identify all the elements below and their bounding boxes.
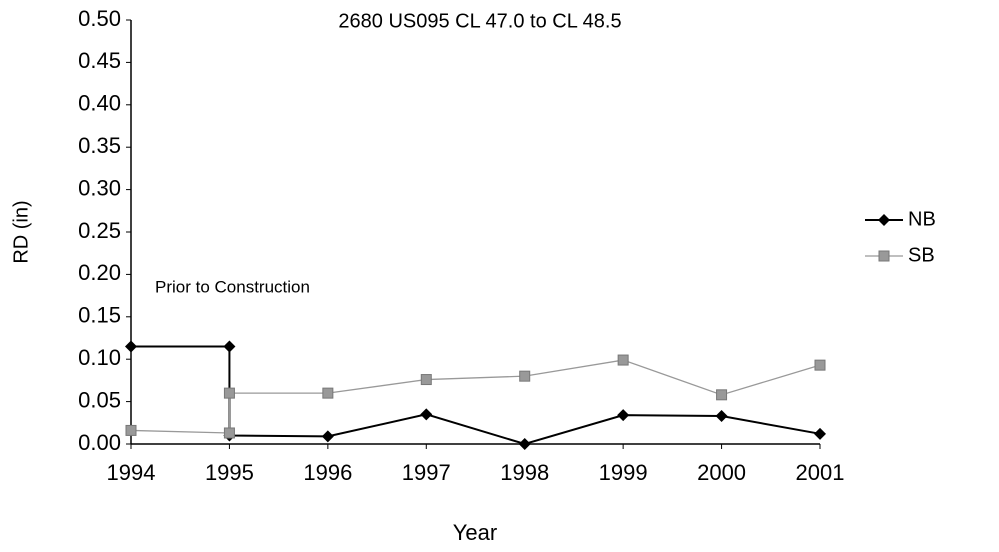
marker [716,389,728,401]
marker [223,340,236,353]
marker [617,409,630,422]
marker [617,354,629,366]
y-tick-label: 0.25 [78,218,121,243]
y-tick-label: 0.35 [78,133,121,158]
chart-title: 2680 US095 CL 47.0 to CL 48.5 [338,10,621,32]
marker [322,387,334,399]
x-tick-label: 1998 [500,460,549,485]
x-tick-label: 1997 [402,460,451,485]
y-tick-label: 0.40 [78,91,121,116]
marker [125,340,137,353]
x-tick-label: 1994 [107,460,156,485]
x-tick-label: 2000 [697,460,746,485]
y-axis-label: RD (in) [10,200,32,263]
marker [223,387,235,399]
marker [420,408,433,421]
marker [125,424,137,436]
y-tick-label: 0.30 [78,175,121,200]
legend-marker [878,250,890,262]
x-tick-label: 1995 [205,460,254,485]
y-tick-label: 0.00 [78,430,121,455]
legend-label: NB [908,208,936,230]
x-tick-label: 2001 [796,460,845,485]
y-tick-label: 0.45 [78,48,121,73]
annotation: Prior to Construction [155,277,310,296]
marker [814,359,826,371]
marker [420,374,432,386]
y-tick-label: 0.05 [78,387,121,412]
marker [518,438,531,450]
x-axis-label: Year [453,520,497,545]
marker [519,370,531,382]
x-tick-label: 1999 [599,460,648,485]
y-tick-label: 0.50 [78,6,121,31]
y-tick-label: 0.15 [78,303,121,328]
y-tick-label: 0.20 [78,260,121,285]
marker [321,430,334,443]
y-tick-label: 0.10 [78,345,121,370]
x-tick-label: 1996 [303,460,352,485]
marker [814,427,826,440]
legend-marker [878,214,890,226]
marker [223,427,235,439]
legend-label: SB [908,244,935,266]
marker [715,410,728,423]
